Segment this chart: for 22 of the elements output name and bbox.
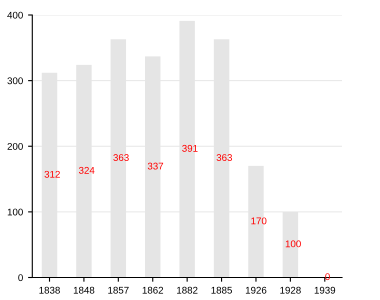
data-label: 363 <box>113 154 129 161</box>
y-tick-label: 100 <box>8 208 23 216</box>
y-tick-label: 300 <box>7 77 23 84</box>
y-tick-label: 0 <box>18 274 23 282</box>
data-label: 337 <box>148 162 164 170</box>
x-tick-label: 1928 <box>280 286 301 294</box>
data-label: 324 <box>78 166 94 174</box>
x-tick-label: 1885 <box>211 286 232 294</box>
x-tick-label: 1882 <box>177 286 198 294</box>
data-label: 363 <box>216 154 232 161</box>
data-label: 100 <box>286 240 301 248</box>
x-tick-label: 1838 <box>39 286 60 294</box>
y-tick-label: 400 <box>7 12 23 19</box>
data-label: 170 <box>251 217 266 224</box>
x-tick-label: 1857 <box>108 286 129 294</box>
y-tick-label: 200 <box>8 142 23 150</box>
data-label: 312 <box>44 170 60 178</box>
x-tick-label: 1848 <box>74 286 94 294</box>
data-label: 391 <box>182 144 198 152</box>
x-tick-label: 1862 <box>142 286 164 294</box>
x-tick-label: 1926 <box>246 286 266 294</box>
x-tick-label: 1939 <box>314 286 336 294</box>
